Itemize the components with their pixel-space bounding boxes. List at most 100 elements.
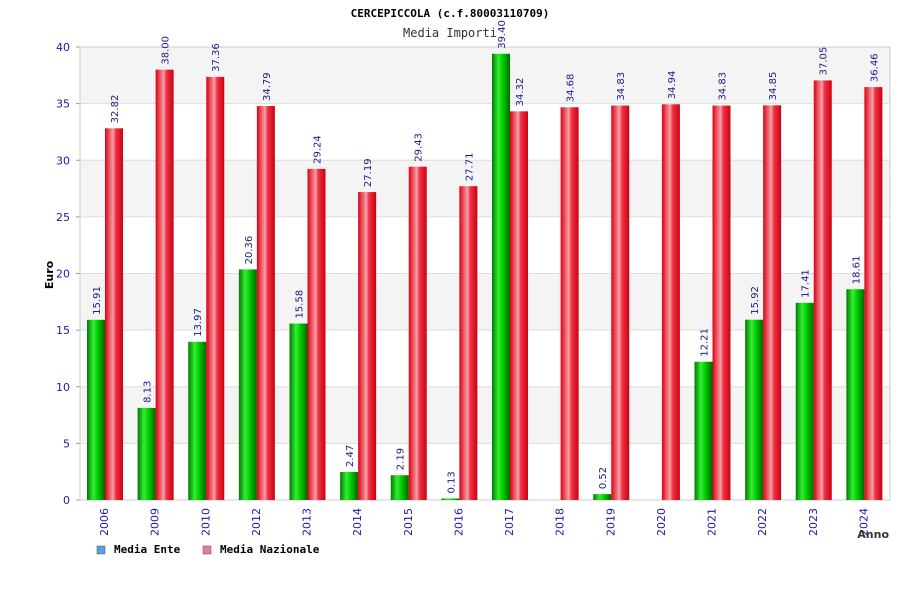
bar-value-label: 34.79 [262,72,273,101]
y-axis-label: Euro [43,260,56,289]
bar-media-ente [795,302,814,500]
bar-media-ente [492,53,510,501]
bar-media-nazionale [763,105,782,500]
x-tick-label: 2016 [452,508,465,536]
y-tick-label: 30 [56,154,70,167]
x-tick-label: 2015 [402,508,415,536]
bar-media-ente [390,475,409,500]
x-tick-label: 2024 [857,508,870,536]
bar-media-nazionale [712,105,731,501]
x-axis-label: Anno [857,528,889,541]
bar-media-nazionale [307,168,326,500]
bar-value-label: 15.92 [750,286,761,315]
bar-value-label: 34.83 [718,72,729,101]
bar-media-ente [188,341,207,500]
legend-swatch [96,545,106,555]
x-tick-label: 2012 [250,508,263,536]
y-tick-label: 25 [56,211,70,224]
bar-value-label: 27.71 [464,153,475,182]
legend-label: Media Ente [114,543,181,556]
bar-value-label: 34.85 [768,72,779,101]
bar-value-label: 15.91 [92,286,103,315]
plot-border [79,46,891,501]
y-tick-label: 5 [63,437,70,450]
bar-media-ente [694,361,713,500]
bar-value-label: 0.13 [446,471,457,493]
bar-value-label: 27.19 [363,158,374,187]
y-tick-label: 0 [63,494,70,507]
bar-value-label: 36.46 [869,53,880,82]
bar-media-nazionale [206,76,225,500]
bar-media-nazionale [661,104,680,500]
bar-media-ente [745,319,764,500]
bar-value-label: 34.32 [515,78,526,107]
bar-value-label: 8.13 [143,381,154,403]
legend: Media Ente Media Nazionale [96,543,320,556]
x-tick-label: 2010 [199,508,212,536]
x-axis: 2006 2009 2010 2012 2013 2014 2015 2016 2017 2018… [98,508,870,536]
bar-value-label: 37.05 [819,47,830,76]
x-tick-label: 2019 [604,508,617,536]
bar-media-ente [340,472,359,500]
bar-value-label: 17.41 [801,269,812,298]
bar-value-label: 37.36 [211,43,222,72]
bar-value-label: 39.40 [497,20,508,49]
chart-subtitle: Media Importi [403,26,497,40]
bar-media-nazionale [864,87,883,500]
x-tick-label: 2013 [301,508,314,536]
bar-value-label: 38.00 [161,36,172,65]
legend-label: Media Nazionale [220,543,320,556]
bar-media-ente [137,407,156,500]
y-tick-label: 20 [56,268,70,281]
bar-media-ente [87,319,105,500]
bar-media-nazionale [256,106,275,501]
bar-value-label: 29.24 [313,135,324,164]
legend-swatch [202,545,212,555]
bar-media-ente [593,494,612,500]
bar-media-nazionale [408,166,427,500]
bar-value-label: 15.58 [295,290,306,319]
bar-media-nazionale [105,128,123,500]
bar-media-nazionale [611,105,630,501]
bar-media-nazionale [560,107,579,501]
bar-media-nazionale [459,186,478,500]
x-tick-label: 2021 [706,508,719,536]
y-tick-label: 35 [56,98,70,111]
bar-labels: 15.91 8.13 13.97 20.36 15.58 2.47 2.19 0.13 39.4… [92,20,880,493]
bar-value-label: 18.61 [851,256,862,285]
bar-media-ente [441,498,460,500]
x-tick-label: 2009 [149,508,162,536]
bar-media-nazionale [358,192,377,501]
x-tick-label: 2014 [351,508,364,536]
bar-media-ente [846,289,865,500]
x-tick-label: 2023 [807,508,820,536]
y-tick-label: 15 [56,324,70,337]
bar-media-ente [289,323,308,500]
x-tick-label: 2020 [655,508,668,536]
bar-media-nazionale [510,111,528,501]
y-tick-label: 10 [56,381,70,394]
bar-value-label: 2.47 [345,445,356,467]
bar-value-label: 20.36 [244,236,255,265]
bar-value-label: 2.19 [396,448,407,470]
bar-media-ente [238,269,257,500]
bar-value-label: 13.97 [193,308,204,337]
bar-media-nazionale [155,69,174,501]
bar-value-label: 34.83 [616,72,627,101]
x-tick-label: 2022 [756,508,769,536]
bar-value-label: 32.82 [110,95,121,124]
bar-value-label: 34.94 [667,71,678,100]
bar-value-label: 12.21 [700,328,711,357]
bar-value-label: 29.43 [414,133,425,162]
chart-title: CERCEPICCOLA (c.f.80003110709) [351,7,550,20]
bar-media-nazionale [813,80,832,500]
x-tick-label: 2006 [98,508,111,536]
bar-value-label: 0.52 [598,467,609,489]
y-tick-label: 40 [56,41,70,54]
bar-value-label: 34.68 [566,74,577,103]
x-tick-label: 2018 [554,508,567,536]
y-axis: 0 5 10 15 20 25 30 35 40 [56,41,891,507]
x-tick-label: 2017 [503,508,516,536]
bars [87,53,883,501]
